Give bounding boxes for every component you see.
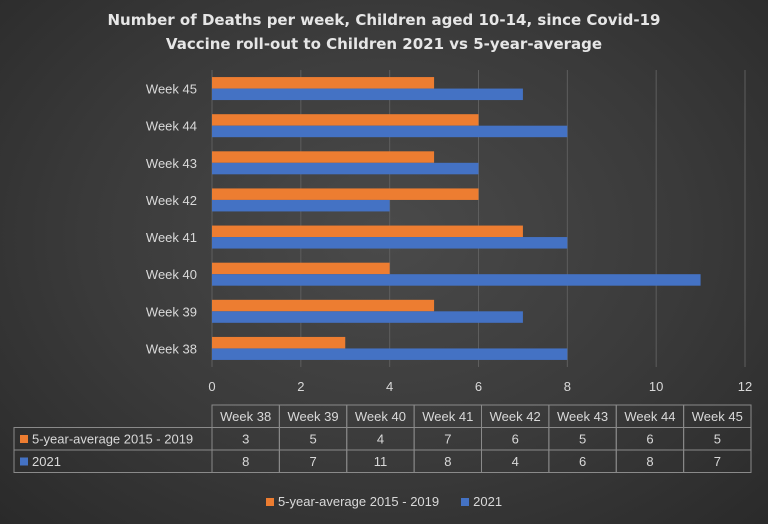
table-cell-value: 5 [714, 432, 721, 447]
table-legend-key [20, 435, 28, 443]
bar-2021-week-42 [212, 199, 390, 212]
x-tick-label: 10 [649, 379, 663, 394]
bar-2021-week-43 [212, 162, 479, 175]
table-cell-value: 7 [444, 432, 451, 447]
x-tick-label: 6 [475, 379, 482, 394]
x-tick-label: 4 [386, 379, 393, 394]
table-header-text: Week 38 [220, 409, 271, 424]
legend-item-2021: 2021 [461, 494, 502, 509]
y-tick-label: Week 39 [146, 304, 197, 319]
y-tick-label: Week 43 [146, 156, 197, 171]
bar-5-year-average-2015-2019-week-43 [212, 151, 435, 163]
table-cell-value: 7 [309, 454, 316, 469]
x-tick-label: 8 [564, 379, 571, 394]
bar-2021-week-39 [212, 311, 523, 323]
table-cell-value: 3 [242, 432, 249, 447]
legend-label-5-year-average: 5-year-average 2015 - 2019 [277, 494, 440, 509]
table-cell [683, 449, 752, 473]
legend-swatch-5-year-average [265, 497, 274, 506]
chart-title-line-2: Vaccine roll-out to Children 2021 vs 5-y… [165, 35, 603, 53]
table-cell-value: 7 [714, 454, 721, 469]
table-cell-value: 6 [646, 432, 653, 447]
legend-swatch-2021 [461, 497, 470, 506]
bar-5-year-average-2015-2019-week-40 [212, 262, 390, 275]
bar-2021-week-38 [212, 348, 568, 360]
bar-5-year-average-2015-2019-week-45 [212, 77, 435, 89]
chart-title: Number of Deaths per week, Children aged… [0, 8, 768, 56]
table-header-text: Week 40 [355, 409, 406, 424]
bar-2021-week-40 [212, 274, 701, 286]
table-row-label: 2021 [32, 454, 61, 469]
y-tick-label: Week 42 [146, 193, 197, 208]
table-cell-value: 8 [444, 454, 451, 469]
bar-5-year-average-2015-2019-week-39 [212, 299, 435, 312]
table-row-label: 5-year-average 2015 - 2019 [32, 432, 193, 447]
bar-5-year-average-2015-2019-week-44 [212, 114, 479, 126]
table-header-text: Week 39 [288, 409, 339, 424]
bar-2021-week-44 [212, 125, 568, 138]
y-tick-label: Week 41 [146, 230, 197, 245]
table-cell-value: 4 [512, 454, 519, 469]
legend-item-5-year-average: 5-year-average 2015 - 2019 [265, 494, 440, 509]
table-header-text: Week 45 [692, 409, 743, 424]
table-cell-value: 6 [512, 432, 519, 447]
table-cell-value: 6 [579, 454, 586, 469]
y-tick-label: Week 38 [146, 341, 197, 356]
table-cell-value: 8 [242, 454, 249, 469]
table-cell-value: 8 [646, 454, 653, 469]
bar-2021-week-41 [212, 237, 568, 249]
table-cell-value: 5 [309, 432, 316, 447]
y-tick-label: Week 45 [146, 82, 197, 97]
bar-5-year-average-2015-2019-week-38 [212, 336, 346, 349]
y-tick-label: Week 40 [146, 267, 197, 282]
x-tick-label: 2 [297, 379, 304, 394]
table-legend-key [20, 457, 28, 466]
x-tick-label: 12 [738, 379, 752, 394]
table-header-text: Week 42 [490, 409, 541, 424]
legend-label-2021: 2021 [473, 494, 503, 509]
bar-5-year-average-2015-2019-week-42 [212, 188, 479, 200]
bar-2021-week-45 [212, 88, 523, 101]
legend: 5-year-average 2015 - 2019 2021 [0, 494, 768, 509]
table-header-text: Week 43 [557, 409, 608, 424]
table-cell-value: 4 [377, 432, 384, 447]
x-tick-label: 0 [208, 379, 215, 394]
table-header-text: Week 41 [422, 409, 473, 424]
table-cell-value: 11 [374, 454, 388, 469]
chart-title-line-1: Number of Deaths per week, Children aged… [107, 11, 661, 29]
table-cell-value: 5 [579, 432, 586, 447]
bar-5-year-average-2015-2019-week-41 [212, 225, 523, 238]
y-tick-label: Week 44 [146, 119, 197, 134]
table-header-text: Week 44 [624, 409, 675, 424]
